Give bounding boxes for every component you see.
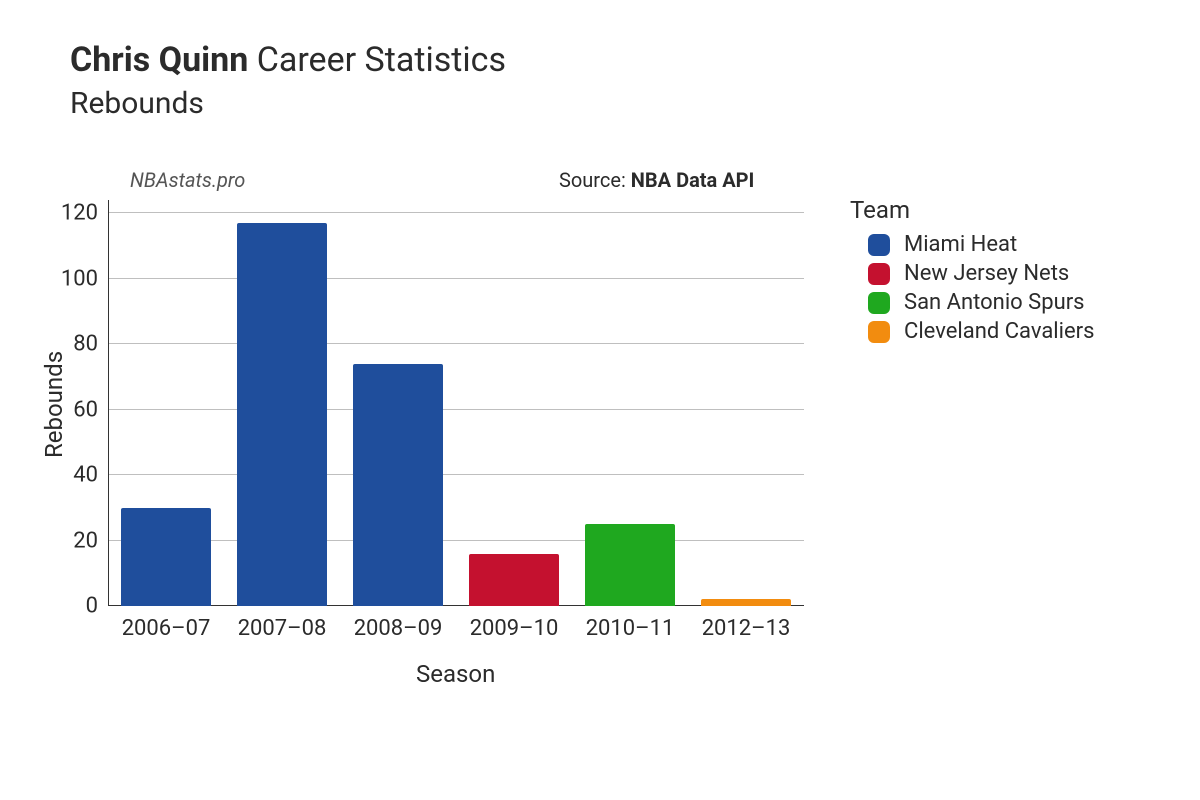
bar: [237, 223, 327, 606]
legend-title: Team: [850, 196, 1094, 224]
chart-title-block: Chris Quinn Career Statistics Rebounds: [70, 40, 506, 121]
y-tick-label: 100: [61, 266, 98, 291]
x-axis-label: Season: [416, 660, 495, 688]
legend-item: San Antonio Spurs: [868, 290, 1094, 315]
legend: Team Miami Heat New Jersey Nets San Antoni…: [850, 196, 1094, 348]
legend-swatch: [868, 234, 890, 256]
x-tick-label: 2007–08: [238, 616, 327, 641]
legend-label: Cleveland Cavaliers: [904, 319, 1094, 344]
watermark-text: NBAstats.pro: [130, 168, 245, 192]
legend-swatch: [868, 292, 890, 314]
chart-title-player: Chris Quinn: [70, 40, 248, 80]
chart-title-suffix: Career Statistics: [257, 40, 506, 80]
x-tick-label: 2010–11: [586, 616, 675, 641]
bar: [585, 524, 675, 606]
chart-canvas: Chris Quinn Career Statistics Rebounds 0…: [0, 0, 1200, 800]
legend-swatch: [868, 321, 890, 343]
grid-line: [108, 474, 804, 475]
legend-swatch: [868, 263, 890, 285]
grid-line: [108, 343, 804, 344]
bar: [469, 554, 559, 606]
bar: [121, 508, 211, 606]
y-tick-label: 60: [73, 397, 98, 422]
source-attribution: Source: NBA Data API: [559, 168, 754, 192]
grid-line: [108, 212, 804, 213]
chart-subtitle: Rebounds: [70, 86, 506, 121]
legend-label: New Jersey Nets: [904, 261, 1069, 286]
x-axis-line: [108, 605, 804, 606]
x-tick-label: 2006–07: [122, 616, 211, 641]
x-tick-label: 2009–10: [470, 616, 559, 641]
y-tick-label: 120: [61, 201, 98, 226]
y-axis-label: Rebounds: [40, 351, 68, 458]
x-tick-label: 2008–09: [354, 616, 443, 641]
legend-item: New Jersey Nets: [868, 261, 1094, 286]
grid-line: [108, 540, 804, 541]
grid-line: [108, 409, 804, 410]
x-tick-label: 2012–13: [702, 616, 791, 641]
y-tick-label: 20: [73, 528, 98, 553]
y-tick-label: 80: [73, 332, 98, 357]
plot-area: 0204060801001202006–072007–082008–092009…: [108, 200, 804, 606]
legend-item: Cleveland Cavaliers: [868, 319, 1094, 344]
bar: [701, 599, 791, 606]
legend-label: Miami Heat: [904, 232, 1017, 257]
legend-item: Miami Heat: [868, 232, 1094, 257]
source-name: NBA Data API: [631, 168, 755, 192]
y-tick-label: 40: [73, 463, 98, 488]
source-prefix: Source:: [559, 168, 631, 192]
bar: [353, 364, 443, 606]
chart-title: Chris Quinn Career Statistics: [70, 40, 506, 80]
legend-label: San Antonio Spurs: [904, 290, 1085, 315]
grid-line: [108, 278, 804, 279]
y-axis-line: [108, 200, 109, 606]
y-tick-label: 0: [86, 594, 98, 619]
